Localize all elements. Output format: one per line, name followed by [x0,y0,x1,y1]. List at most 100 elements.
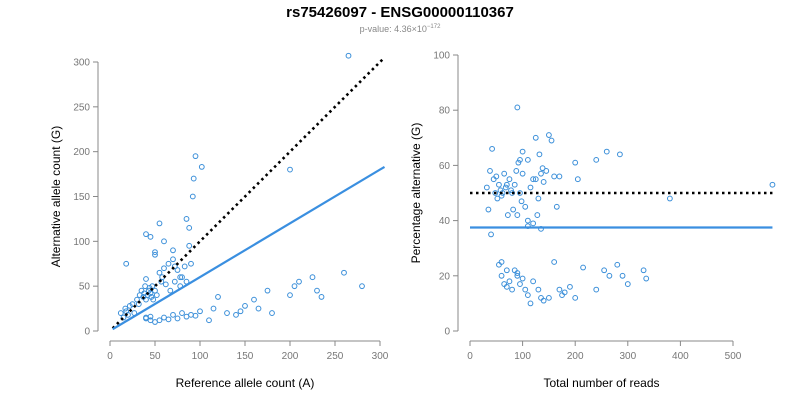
plot1-data-point [156,317,163,324]
plot2-data-point [506,278,513,285]
plot2-data-point [617,151,623,158]
plot2-data-point [510,206,517,213]
plot2-data-point [556,286,563,293]
plot1-data-point [314,287,320,294]
plot2-data-point [538,170,544,177]
plot1-data-point [224,310,230,316]
plot1-y-tick-label: 0 [84,327,90,338]
plot1-y-tick-label: 100 [73,237,90,248]
plot2-data-point [519,148,526,155]
plot1-data-point [210,305,217,312]
plot2-data-point [540,179,547,185]
plot2-data-point [506,176,513,183]
plot2-data-point [489,145,495,152]
plot1-y-tick-label: 150 [73,192,90,203]
plot2-data-point [593,156,600,163]
plot1-data-point [143,276,149,282]
plot2-data-point [508,187,514,194]
plot1-data-point [251,296,257,303]
plot1-data-point [179,310,185,316]
plot2-data-point [503,283,510,290]
plot2-y-tick-label: 20 [439,271,451,282]
plot2-data-point [527,184,534,191]
plot2-data-point [603,148,610,155]
plot2-data-point [514,212,521,218]
plot1-data-point [287,292,293,299]
plot1-data-point [171,278,178,285]
plot2-data-point [540,297,547,304]
plot2-data-point [593,286,600,293]
plot2-data-point [535,286,542,293]
plot1-data-point [177,274,184,281]
plot1-data-point [190,175,197,182]
plot1-data-point [162,281,169,288]
plot1-data-point [341,269,347,276]
plot2-data-point [518,198,525,205]
plot1-data-point [152,251,158,258]
plot1-data-point [189,193,196,200]
plot1-data-point [233,311,239,318]
plot1-data-point [206,317,212,324]
plot1-data-point [237,308,244,315]
plot1-data-point [122,305,129,312]
plot2-x-axis-title: Total number of reads [543,376,659,390]
plot2-data-point [619,272,626,279]
plot2-data-point [643,275,650,282]
plot1-data-point [170,311,176,318]
plot1-data-point [156,269,163,276]
plot2-data-point [624,281,631,287]
plot2-data-point [548,137,555,144]
plot1-data-point [147,233,154,240]
plot1-y-tick-label: 50 [79,282,91,293]
plot1-data-point [359,283,365,290]
plot2-data-point [535,195,542,202]
figure-subtitle: p-value: 4.36×10−172 [0,24,800,34]
plot2-data-point [498,272,505,279]
plot2-data-point [601,267,608,274]
plot1-data-point [167,287,174,294]
plot1-data-point [161,238,167,245]
plot2-x-tick-label: 300 [619,351,636,362]
plot1-data-point [345,52,352,59]
plot1-data-point [165,260,172,267]
plot1-y-tick-label: 300 [73,58,90,69]
plot1-data-point [170,247,176,254]
plot2-data-point [513,168,520,174]
plot1-data-point [198,164,205,170]
plot1-x-tick-label: 250 [327,351,344,362]
plot2-data-point [524,292,531,299]
plot2-data-point [606,272,613,279]
plot2-y-tick-label: 0 [444,327,450,338]
plot2-data-point [614,261,621,268]
plot2-data-point [483,184,490,191]
plot1-data-point [192,153,199,160]
plot2-data-point [509,286,515,293]
plot1-x-tick-label: 150 [237,351,254,362]
plot2-data-point [551,173,558,180]
plot1-y-tick-label: 200 [73,147,90,158]
plot1-data-point [186,242,193,249]
plot1-data-point [181,263,188,270]
plot2-data-point [496,181,502,188]
plot1-data-point [117,310,124,316]
plot1-data-point [120,314,127,321]
plot1-data-point [269,310,275,316]
plot2-data-point [572,159,579,166]
plot2-data-point [530,220,537,227]
plot2-x-tick-label: 500 [725,351,742,362]
plot2-data-point [527,300,534,307]
plot2-data-point [640,267,647,274]
plot2-data-point [517,281,523,287]
plot1-data-point [197,308,203,315]
plot1-x-tick-label: 100 [192,351,209,362]
plot2-data-point [519,170,526,177]
plot2-data-point [522,203,529,210]
plot1-x-tick-label: 200 [282,351,299,362]
plot2-data-point [488,231,494,238]
plot1-x-tick-label: 50 [149,351,161,362]
plot2-data-point [666,195,673,202]
plot2-data-point [574,176,581,183]
plot2-data-point [502,184,509,191]
plot2-data-point [504,212,511,218]
plot1-data-point [143,231,149,238]
